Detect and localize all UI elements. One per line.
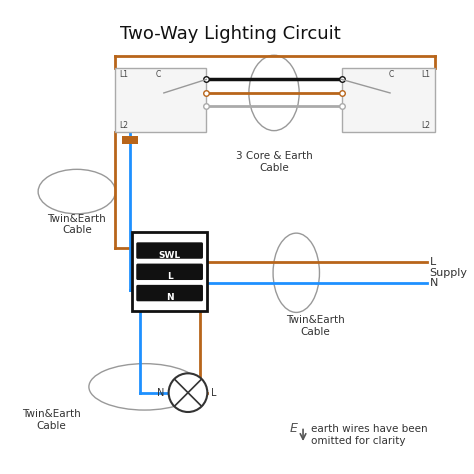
Bar [132, 232, 207, 311]
Text: N: N [157, 388, 165, 398]
FancyBboxPatch shape [136, 264, 203, 280]
Circle shape [169, 374, 207, 412]
Text: Two-Way Lighting Circuit: Two-Way Lighting Circuit [120, 25, 341, 43]
Text: Twin&Earth
Cable: Twin&Earth Cable [22, 409, 81, 431]
Text: L: L [167, 272, 173, 281]
Text: earth wires have been
omitted for clarity: earth wires have been omitted for clarit… [311, 424, 428, 446]
Text: N: N [430, 278, 438, 288]
Text: SWL: SWL [159, 251, 181, 260]
Text: Twin&Earth
Cable: Twin&Earth Cable [286, 315, 345, 337]
FancyBboxPatch shape [136, 285, 203, 301]
Text: L1: L1 [422, 70, 431, 79]
Text: C: C [156, 70, 161, 79]
Text: L: L [211, 388, 217, 398]
Text: L: L [430, 257, 436, 267]
Text: L2: L2 [119, 121, 128, 130]
Bar [122, 137, 138, 144]
FancyBboxPatch shape [136, 242, 203, 259]
Text: N: N [166, 293, 173, 302]
Text: L2: L2 [422, 121, 431, 130]
Text: L1: L1 [119, 70, 128, 79]
Text: Supply: Supply [430, 268, 468, 278]
Text: Twin&Earth
Cable: Twin&Earth Cable [47, 214, 106, 236]
Text: E: E [290, 422, 297, 435]
Bar [116, 68, 206, 132]
Bar [342, 68, 435, 132]
Text: 3 Core & Earth
Cable: 3 Core & Earth Cable [236, 151, 312, 173]
Text: C: C [389, 70, 394, 79]
